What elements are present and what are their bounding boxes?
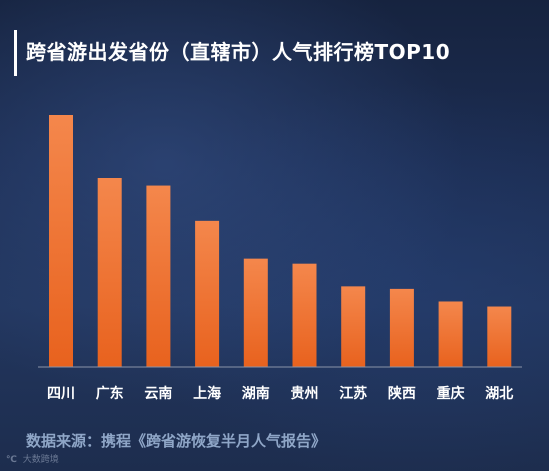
bar-江苏 bbox=[341, 286, 366, 367]
x-tick-label: 上海 bbox=[193, 385, 221, 402]
bar-贵州 bbox=[292, 263, 317, 367]
watermark-text: 大数跨境 bbox=[22, 455, 59, 465]
x-tick-label: 四川 bbox=[47, 386, 75, 402]
x-tick-label: 云南 bbox=[144, 385, 172, 402]
bar-陕西 bbox=[389, 288, 414, 367]
x-tick-labels: 四川 广东 云南 上海 湖南 贵州 江苏 陕西 重庆 湖北 bbox=[47, 385, 513, 402]
watermark: ℃ 大数跨境 bbox=[6, 452, 59, 465]
watermark-logo: ℃ bbox=[6, 455, 17, 465]
bar-云南 bbox=[146, 185, 171, 367]
data-source-note: 数据来源：携程《跨省游恢复半月人气报告》 bbox=[26, 432, 327, 450]
bar-湖北 bbox=[487, 306, 512, 367]
bar-上海 bbox=[195, 220, 220, 367]
chart-title: 跨省游出发省份（直辖市）人气排行榜TOP10 bbox=[26, 40, 451, 64]
x-tick-label: 湖北 bbox=[485, 386, 513, 402]
bar-重庆 bbox=[438, 301, 463, 367]
x-tick-label: 湖南 bbox=[242, 385, 270, 402]
bar-四川 bbox=[49, 115, 73, 367]
x-tick-label: 贵州 bbox=[291, 385, 319, 402]
x-tick-label: 陕西 bbox=[388, 385, 416, 402]
x-tick-label: 江苏 bbox=[339, 385, 367, 402]
title-accent-bar bbox=[14, 30, 17, 76]
x-tick-label: 广东 bbox=[96, 385, 124, 402]
bars-group bbox=[49, 115, 512, 367]
bar-湖南 bbox=[243, 258, 268, 367]
x-tick-label: 重庆 bbox=[437, 385, 465, 402]
bar-广东 bbox=[97, 178, 122, 367]
